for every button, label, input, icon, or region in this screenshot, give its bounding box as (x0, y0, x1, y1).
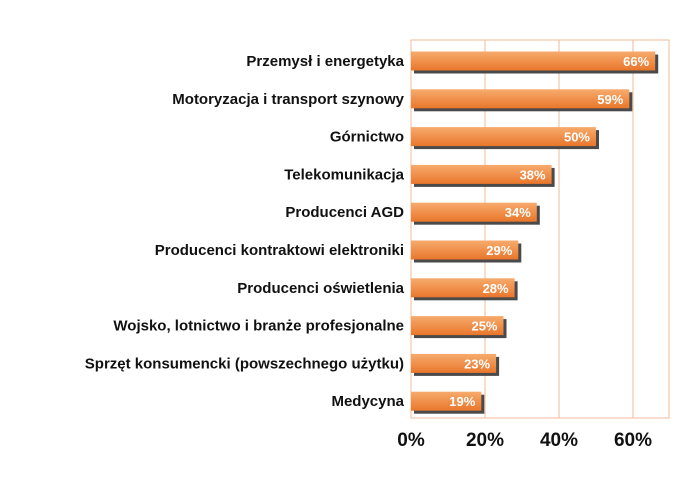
plot-area-border (410, 39, 670, 419)
data-label-motoryzacja-i-transport-szynowy: 59% (597, 92, 623, 107)
bars: 66% 59% 50% 38% 34% 29% 28% 25% 23% 19% (411, 51, 659, 414)
data-label-producenci-agd: 34% (505, 205, 531, 220)
bar-sprzet-konsumencki-powszechnego-uzytku (411, 353, 497, 373)
category-label-motoryzacja-i-transport-szynowy: Motoryzacja i transport szynowy (172, 91, 404, 108)
category-label-producenci-agd: Producenci AGD (285, 204, 404, 221)
data-label-producenci-kontraktowi-elektroniki: 29% (486, 243, 512, 258)
data-label-medycyna: 19% (449, 394, 475, 409)
bar-wojsko-lotnictwo-i-branze-profesjonalne (411, 316, 504, 336)
bar-group-wojsko-lotnictwo-i-branze-profesjonalne: 25% (411, 316, 507, 339)
category-label-gornictwo: Górnictwo (330, 129, 404, 146)
bar-group-sprzet-konsumencki-powszechnego-uzytku: 23% (411, 353, 500, 376)
data-label-telekomunikacja: 38% (520, 167, 546, 182)
data-label-wojsko-lotnictwo-i-branze-profesjonalne: 25% (471, 319, 497, 334)
bar-group-motoryzacja-i-transport-szynowy: 59% (411, 89, 633, 112)
category-label-medycyna: Medycyna (331, 393, 404, 410)
bar-gornictwo (411, 127, 596, 147)
x-tick-label-0: 0% (397, 430, 425, 451)
bar-producenci-oswietlenia (411, 278, 515, 298)
data-label-gornictwo: 50% (564, 130, 590, 145)
category-label-producenci-oswietlenia: Producenci oświetlenia (237, 280, 404, 297)
category-label-przemysl-i-energetyka: Przemysł i energetyka (246, 53, 404, 70)
bar-producenci-agd (411, 202, 537, 222)
bar-group-producenci-kontraktowi-elektroniki: 29% (411, 240, 522, 263)
bar-group-przemysl-i-energetyka: 66% (411, 51, 659, 74)
bar-group-gornictwo: 50% (411, 127, 599, 150)
bar-producenci-kontraktowi-elektroniki (411, 240, 519, 260)
data-label-przemysl-i-energetyka: 66% (623, 54, 649, 69)
category-label-sprzet-konsumencki-powszechnego-uzytku: Sprzęt konsumencki (powszechnego użytku) (85, 355, 404, 372)
bar-group-producenci-oswietlenia: 28% (411, 278, 518, 301)
category-labels: Przemysł i energetyka Motoryzacja i trans… (85, 53, 405, 410)
bar-motoryzacja-i-transport-szynowy (411, 89, 630, 109)
bar-group-telekomunikacja: 38% (411, 164, 555, 187)
x-axis-tick-labels: 0% 20% 40% 60% (397, 430, 652, 451)
x-tick-label-40: 40% (540, 430, 578, 451)
bar-medycyna (411, 391, 482, 411)
category-label-telekomunikacja: Telekomunikacja (284, 166, 404, 183)
x-tick-label-60: 60% (614, 430, 652, 451)
category-label-producenci-kontraktowi-elektroniki: Producenci kontraktowi elektroniki (155, 242, 404, 259)
plot-frame (410, 39, 670, 419)
bar-telekomunikacja (411, 164, 552, 184)
category-label-wojsko-lotnictwo-i-branze-profesjonalne: Wojsko, lotnictwo i branże profesjonalne (113, 318, 404, 335)
bar-group-medycyna: 19% (411, 391, 485, 414)
bar-group-producenci-agd: 34% (411, 202, 540, 225)
data-label-producenci-oswietlenia: 28% (483, 281, 509, 296)
data-label-sprzet-konsumencki-powszechnego-uzytku: 23% (464, 356, 490, 371)
x-tick-label-20: 20% (466, 430, 504, 451)
bar-przemysl-i-energetyka (411, 51, 656, 71)
